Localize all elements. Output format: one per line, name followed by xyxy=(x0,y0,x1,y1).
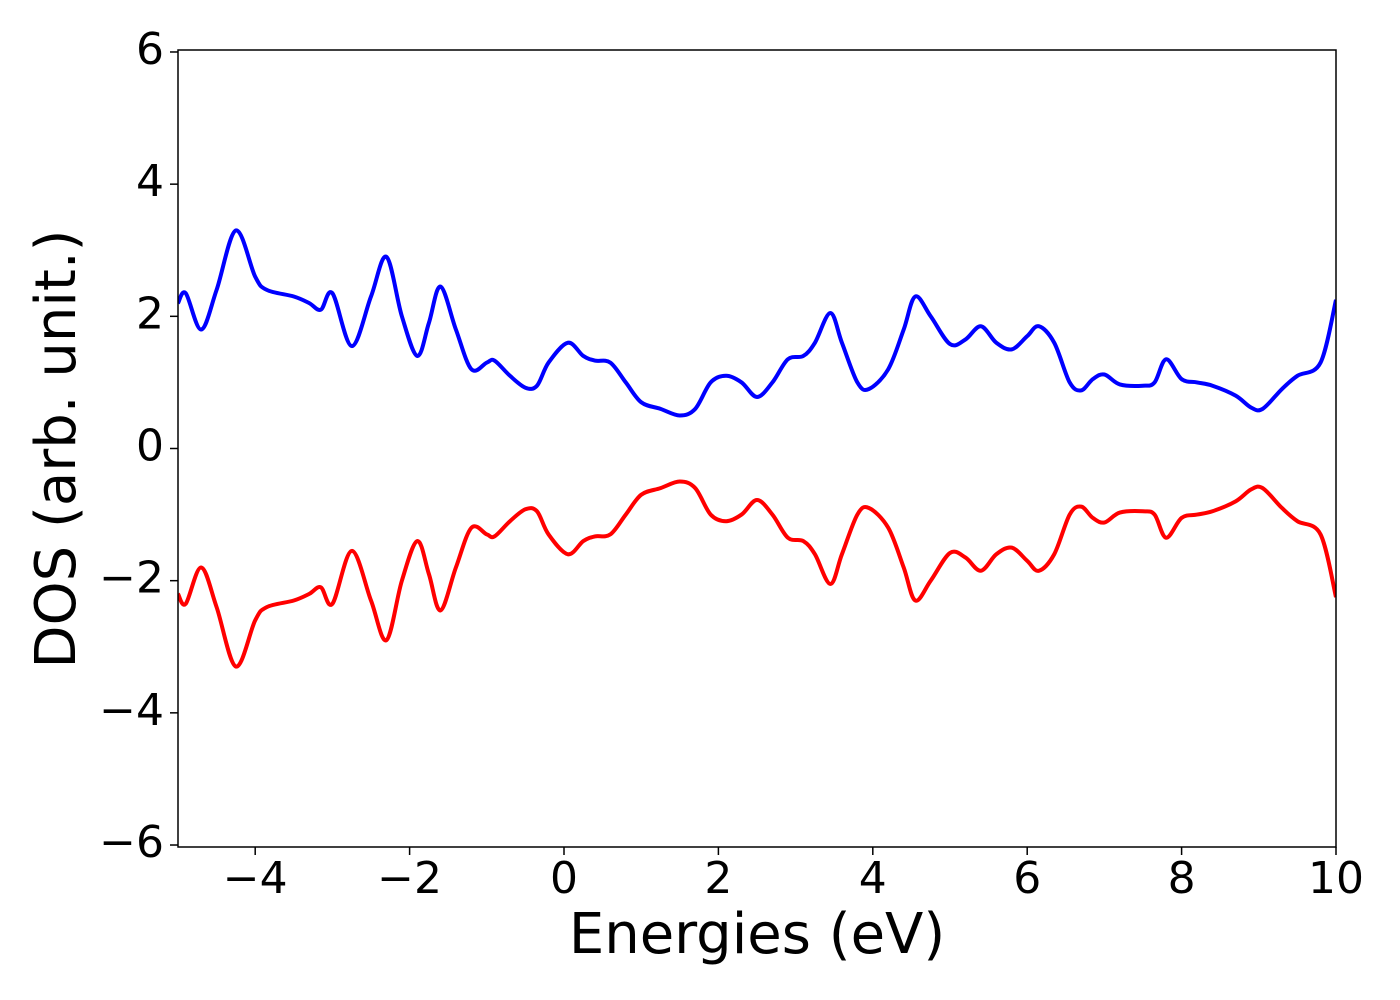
y-tick-label: −2 xyxy=(99,553,164,604)
y-tick-label: 6 xyxy=(136,24,164,75)
line-series xyxy=(178,479,1336,669)
x-tick-label: 4 xyxy=(859,853,887,904)
x-tick-label: 10 xyxy=(1308,853,1364,904)
plot-frame xyxy=(177,49,1337,848)
x-axis-label: Energies (eV) xyxy=(569,902,945,967)
x-tick-label: −4 xyxy=(223,853,288,904)
x-tick-label: 0 xyxy=(550,853,578,904)
y-tick-label: −4 xyxy=(99,685,164,736)
x-tick-label: 8 xyxy=(1168,853,1196,904)
x-tick-label: 6 xyxy=(1013,853,1041,904)
y-axis-label: DOS (arb. unit.) xyxy=(24,229,89,668)
y-tick-label: 0 xyxy=(136,421,164,472)
x-tick-label: 2 xyxy=(704,853,732,904)
x-tick-label: −2 xyxy=(377,853,442,904)
y-tick-label: 4 xyxy=(136,156,164,207)
y-tick-label: 2 xyxy=(136,288,164,339)
line-series xyxy=(178,228,1336,418)
y-tick-label: −6 xyxy=(99,817,164,868)
